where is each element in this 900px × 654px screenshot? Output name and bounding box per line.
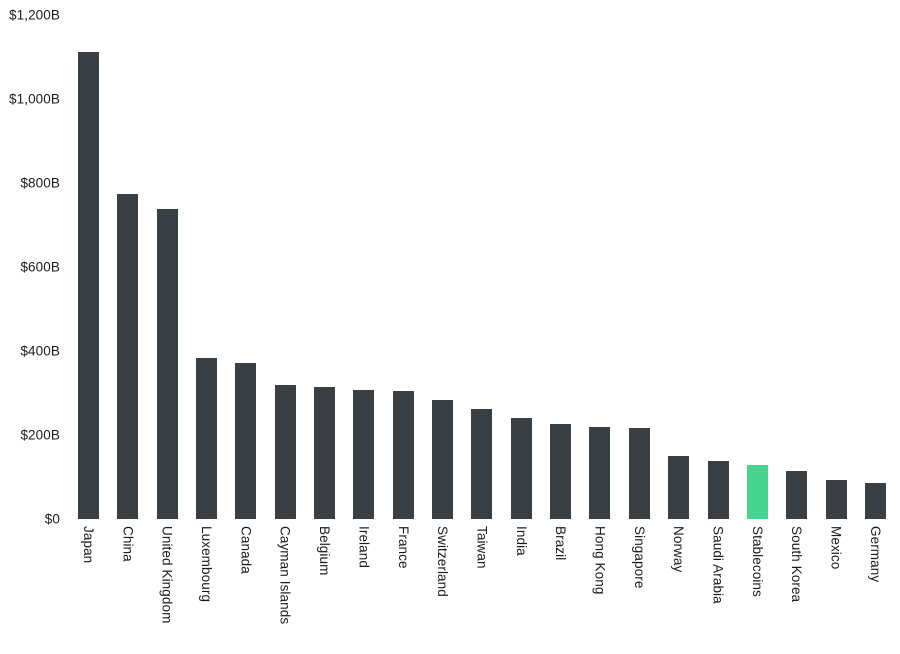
x-axis-label: Taiwan	[474, 526, 490, 569]
bar	[471, 408, 493, 519]
bar	[196, 357, 218, 519]
bar-group: Saudi Arabia	[707, 15, 729, 604]
bar	[668, 456, 690, 519]
bar	[314, 386, 336, 519]
bar-group: Ireland	[353, 15, 375, 568]
bar-group: Stablecoins	[746, 15, 768, 597]
bar-group: China	[117, 15, 139, 562]
bar	[156, 209, 178, 519]
x-axis-label: South Korea	[789, 526, 805, 603]
bar	[707, 461, 729, 519]
y-tick-label: $600B	[20, 259, 60, 275]
bar-group: Germany	[864, 15, 886, 582]
bar	[589, 427, 611, 519]
bar-group: Brazil	[550, 15, 572, 560]
x-axis-label: Luxembourg	[199, 526, 215, 603]
y-tick-label: $0	[44, 511, 60, 527]
bar	[274, 385, 296, 519]
bar-group: Hong Kong	[589, 15, 611, 594]
bar-group: South Korea	[786, 15, 808, 602]
y-tick-label: $1,000B	[9, 91, 60, 107]
bar-group: Mexico	[825, 15, 847, 569]
bar-group: Canada	[235, 15, 257, 574]
bar	[864, 482, 886, 519]
x-axis-label: Switzerland	[435, 526, 451, 597]
bar-group: Cayman Islands	[274, 15, 296, 624]
plot-area: Japan China United Kingdom Luxembourg Canada…	[78, 15, 886, 624]
bar-group: Japan	[78, 15, 99, 563]
x-axis-label: Germany	[867, 526, 883, 583]
bar	[825, 479, 847, 519]
x-axis-label: Mexico	[828, 526, 844, 570]
bar	[510, 418, 532, 519]
bar-group: Belgium	[314, 15, 336, 575]
bar-group: Switzerland	[432, 15, 454, 597]
x-axis-label: China	[120, 526, 136, 562]
bar	[235, 363, 257, 519]
bar-group: United Kingdom	[156, 15, 178, 623]
x-axis-label: Saudi Arabia	[710, 526, 726, 604]
x-axis-label: Hong Kong	[592, 526, 608, 595]
y-tick-label: $400B	[20, 343, 60, 359]
x-axis-label: India	[513, 526, 529, 556]
x-axis-label: Singapore	[631, 526, 647, 589]
x-axis-label: United Kingdom	[159, 526, 175, 624]
bar	[78, 51, 99, 519]
y-tick-label: $1,200B	[9, 7, 60, 23]
y-tick-label: $200B	[20, 427, 60, 443]
bar	[432, 400, 454, 519]
bar-group: Norway	[668, 15, 690, 572]
x-axis-label: France	[395, 526, 411, 569]
x-axis-label: Stablecoins	[749, 526, 765, 597]
x-axis-label: Japan	[81, 526, 96, 564]
x-axis-label: Canada	[238, 526, 254, 574]
bar-group: France	[392, 15, 414, 569]
bar	[786, 470, 808, 519]
y-tick-label: $800B	[20, 175, 60, 191]
x-axis-label: Norway	[671, 526, 687, 573]
x-axis-label: Brazil	[553, 526, 569, 561]
x-axis-label: Cayman Islands	[277, 526, 293, 625]
bar	[392, 391, 414, 519]
bar	[550, 424, 572, 519]
bar	[353, 390, 375, 519]
bar-group: Luxembourg	[196, 15, 218, 602]
x-axis-label: Belgium	[317, 526, 333, 576]
bar-group: India	[510, 15, 532, 556]
bar-group: Singapore	[628, 15, 650, 588]
x-axis-label: Ireland	[356, 526, 372, 568]
bar	[117, 193, 139, 519]
bar-group: Taiwan	[471, 15, 493, 569]
bar	[628, 427, 650, 519]
y-axis: $0 $200B $400B $600B $800B $1,000B $1,200B	[0, 8, 62, 527]
bar-highlight	[746, 465, 768, 519]
